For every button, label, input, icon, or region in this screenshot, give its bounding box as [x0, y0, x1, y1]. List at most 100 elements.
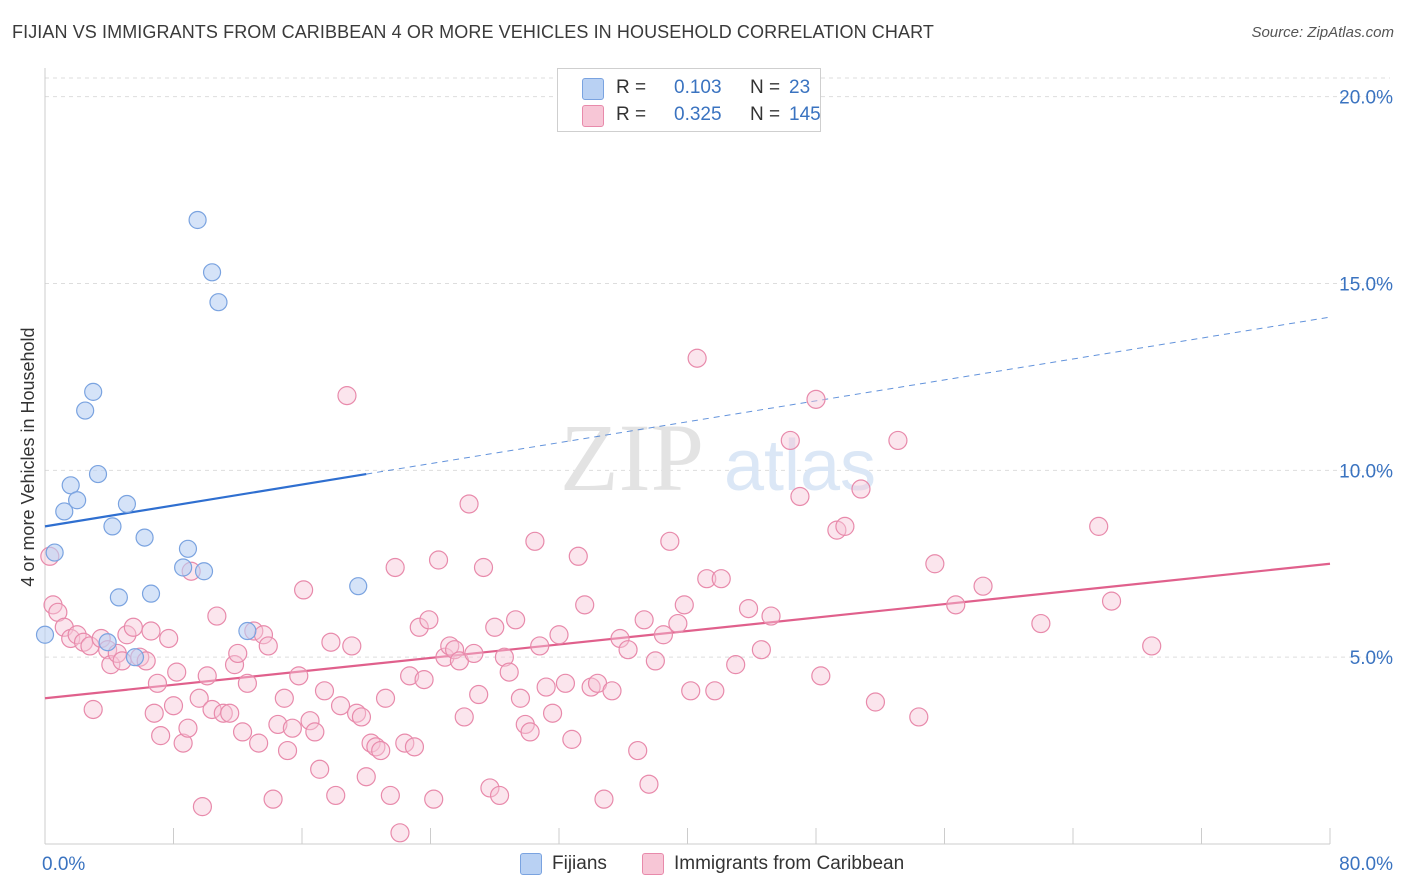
caribbean-point	[946, 595, 966, 615]
caribbean-point	[424, 789, 444, 809]
fijian-point	[88, 464, 108, 484]
caribbean-point	[761, 606, 781, 626]
caribbean-point	[454, 707, 474, 727]
fijian-point	[84, 382, 103, 401]
caribbean-point	[645, 651, 665, 671]
chart-title: FIJIAN VS IMMIGRANTS FROM CARIBBEAN 4 OR…	[12, 22, 934, 42]
watermark-atlas: atlas	[724, 426, 876, 506]
caribbean-point	[351, 707, 372, 727]
caribbean-point	[151, 726, 171, 746]
fijian-point	[349, 577, 368, 596]
caribbean-point	[274, 688, 294, 708]
caribbean-legend-swatch	[642, 853, 664, 875]
caribbean-point	[404, 737, 425, 757]
n-value: 23	[789, 77, 811, 98]
caribbean-point	[711, 569, 731, 589]
caribbean-point	[459, 494, 479, 514]
fijian-trend-extension	[366, 316, 1331, 475]
caribbean-point	[220, 703, 240, 723]
caribbean-point	[925, 554, 945, 574]
caribbean-point	[277, 740, 298, 761]
r-label: R =	[616, 104, 647, 125]
caribbean-point	[224, 655, 245, 675]
fijian-point	[117, 494, 137, 514]
caribbean-point	[342, 636, 362, 656]
caribbean-point	[314, 681, 335, 701]
caribbean-point	[780, 430, 800, 451]
caribbean-point	[687, 348, 707, 368]
caribbean-point	[575, 595, 595, 615]
caribbean-point	[159, 628, 179, 649]
caribbean-point	[232, 722, 253, 742]
caribbean-point	[228, 643, 248, 664]
caribbean-swatch	[582, 105, 604, 127]
caribbean-point	[414, 669, 434, 690]
caribbean-point	[330, 696, 351, 716]
trendlines	[44, 316, 1331, 700]
caribbean-point	[356, 767, 376, 787]
caribbean-point	[660, 531, 680, 551]
caribbean-point	[469, 684, 489, 705]
fijian-point	[141, 584, 161, 603]
fijian-point	[209, 293, 228, 312]
fijian-point	[194, 562, 214, 581]
source-label: Source: ZipAtlas.com	[1251, 24, 1394, 41]
caribbean-point	[480, 778, 500, 798]
r-label: R =	[616, 77, 647, 98]
caribbean-point	[510, 688, 531, 708]
caribbean-point	[610, 628, 630, 649]
caribbean-point	[144, 703, 164, 723]
caribbean-point	[409, 617, 429, 637]
fijian-point	[61, 476, 80, 495]
caribbean-point	[1101, 591, 1122, 611]
caribbean-point	[395, 733, 415, 753]
n-label: N =	[750, 104, 781, 125]
caribbean-point	[321, 632, 341, 652]
caribbean-point	[681, 681, 701, 701]
caribbean-point	[865, 692, 886, 712]
caribbean-point	[371, 740, 391, 761]
watermark: ZIP atlas	[560, 404, 876, 511]
caribbean-legend-label: Immigrants from Caribbean	[674, 853, 905, 874]
caribbean-point	[549, 625, 569, 645]
caribbean-point	[435, 647, 455, 667]
caribbean-point	[178, 718, 198, 738]
fijian-point	[202, 263, 222, 282]
caribbean-point	[499, 662, 519, 682]
n-value: 145	[789, 104, 821, 125]
caribbean-point	[428, 550, 449, 570]
caribbean-point	[653, 625, 674, 645]
y-tick-label: 20.0%	[1339, 88, 1393, 109]
caribbean-point	[173, 733, 193, 753]
fijian-point	[174, 558, 193, 577]
fijian-point	[135, 528, 154, 547]
axes	[44, 68, 1331, 845]
caribbean-point	[310, 759, 330, 779]
caribbean-point	[542, 703, 563, 723]
caribbean-point	[1089, 516, 1109, 536]
caribbean-point	[536, 677, 556, 697]
caribbean-point	[639, 774, 659, 794]
caribbean-point	[167, 662, 187, 682]
fijian-trendline	[44, 472, 367, 528]
caribbean-point	[726, 655, 746, 675]
caribbean-point	[751, 640, 771, 660]
r-value: 0.103	[674, 77, 722, 98]
caribbean-point	[973, 576, 993, 596]
tick-labels: 5.0% 10.0% 15.0% 20.0% 0.0% 80.0%	[42, 88, 1393, 875]
fijian-point	[35, 625, 55, 644]
caribbean-point	[444, 640, 465, 660]
caribbean-point	[337, 386, 357, 406]
caribbean-point	[141, 621, 161, 641]
caribbean-point	[668, 613, 688, 634]
caribbean-trendline	[44, 562, 1331, 700]
caribbean-point	[697, 569, 717, 589]
fijian-point	[68, 491, 87, 510]
caribbean-point	[628, 740, 648, 761]
caribbean-point	[485, 617, 505, 637]
data-points	[35, 210, 1162, 843]
caribbean-point	[400, 666, 420, 686]
y-tick-label: 10.0%	[1339, 461, 1393, 482]
fijian-point	[76, 401, 95, 420]
